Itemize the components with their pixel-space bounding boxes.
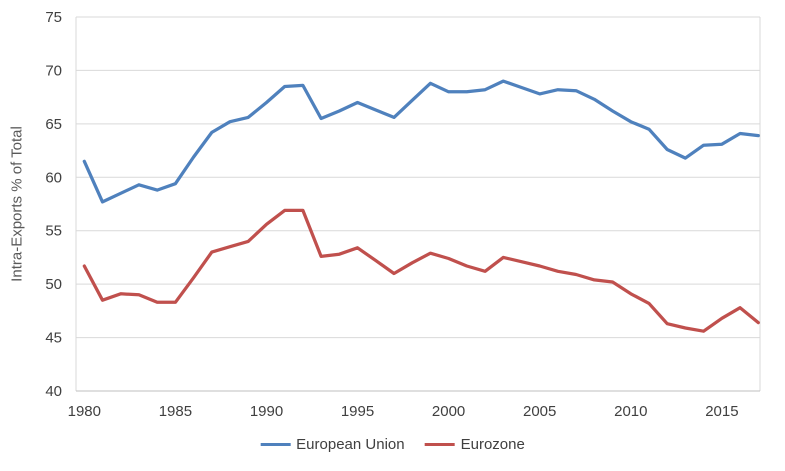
- y-tick-label: 50: [45, 276, 62, 293]
- series-line-european-union: [82, 79, 760, 204]
- legend-swatch-eurozone-icon: [424, 443, 455, 446]
- series-line-eurozone: [82, 208, 760, 333]
- x-tick-label: 1995: [341, 403, 374, 420]
- y-tick-label: 40: [45, 383, 62, 400]
- legend-label-european-union: European Union: [296, 436, 405, 453]
- x-tick-label: 1980: [68, 403, 101, 420]
- legend-label-eurozone: Eurozone: [460, 436, 525, 453]
- legend-item-european-union: European Union: [260, 436, 405, 453]
- x-tick-label: 2015: [705, 403, 738, 420]
- y-tick-label: 45: [45, 330, 62, 347]
- x-tick-label: 2010: [614, 403, 647, 420]
- legend-item-eurozone: Eurozone: [424, 436, 525, 453]
- x-tick-label: 2000: [432, 403, 465, 420]
- x-tick-label: 1990: [250, 403, 283, 420]
- y-tick-label: 55: [45, 223, 62, 240]
- legend: European Union Eurozone: [260, 436, 525, 453]
- y-axis-title: Intra-Exports % of Total: [8, 126, 26, 282]
- y-tick-label: 70: [45, 62, 62, 79]
- y-tick-label: 75: [45, 9, 62, 26]
- x-tick-label: 1985: [159, 403, 192, 420]
- x-tick-label: 2005: [523, 403, 556, 420]
- legend-swatch-european-union-icon: [260, 443, 291, 446]
- y-tick-label: 60: [45, 169, 62, 186]
- y-tick-label: 65: [45, 116, 62, 133]
